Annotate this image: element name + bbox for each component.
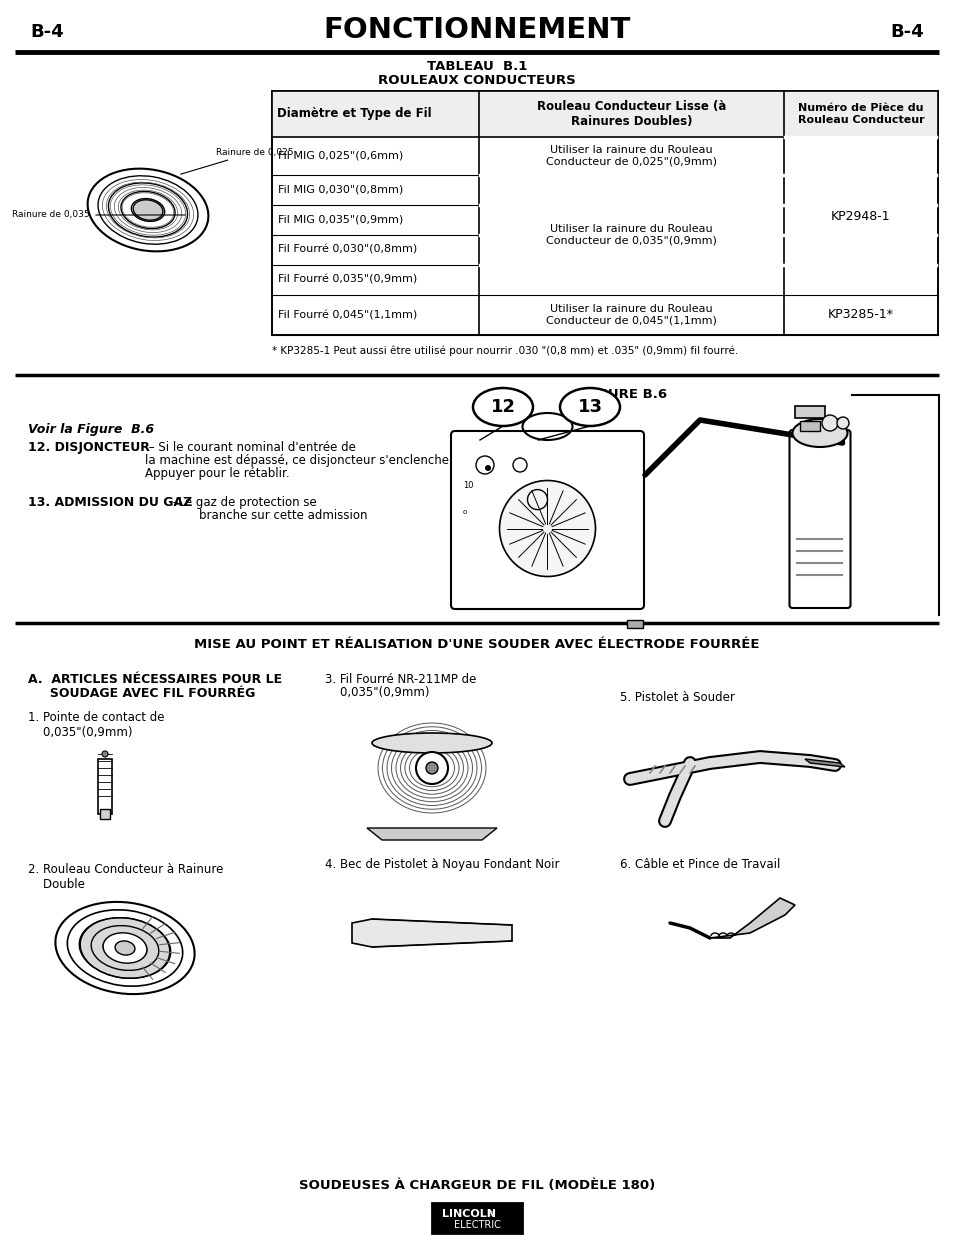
Text: Utiliser la rainure du Rouleau
Conducteur de 0,025"(0,9mm): Utiliser la rainure du Rouleau Conducteu… bbox=[545, 146, 717, 167]
Text: Fil MIG 0,035"(0,9mm): Fil MIG 0,035"(0,9mm) bbox=[277, 215, 403, 225]
Bar bbox=[800, 421, 820, 431]
Text: 1. Pointe de contact de
    0,035"(0,9mm): 1. Pointe de contact de 0,035"(0,9mm) bbox=[28, 711, 164, 739]
Ellipse shape bbox=[372, 734, 492, 753]
Text: 3. Fil Fourré NR-211MP de: 3. Fil Fourré NR-211MP de bbox=[325, 673, 476, 685]
Text: B-4: B-4 bbox=[30, 23, 64, 41]
Text: FONCTIONNEMENT: FONCTIONNEMENT bbox=[323, 16, 630, 44]
Text: MISE AU POINT ET RÉALISATION D'UNE SOUDER AVEC ÉLECTRODE FOURRÉE: MISE AU POINT ET RÉALISATION D'UNE SOUDE… bbox=[194, 638, 759, 652]
Ellipse shape bbox=[473, 388, 533, 426]
Bar bbox=[272, 91, 937, 137]
Circle shape bbox=[102, 751, 108, 757]
Text: FIGURE B.6: FIGURE B.6 bbox=[582, 389, 666, 401]
Text: 10: 10 bbox=[462, 482, 473, 490]
Bar bbox=[98, 760, 112, 814]
Text: ROULEAUX CONDUCTEURS: ROULEAUX CONDUCTEURS bbox=[377, 74, 576, 88]
Bar bbox=[432, 1203, 521, 1233]
Text: KP3285-1*: KP3285-1* bbox=[827, 309, 893, 321]
Bar bbox=[100, 809, 110, 819]
Polygon shape bbox=[804, 760, 844, 767]
Text: ®: ® bbox=[487, 1212, 494, 1218]
Text: Rainure de 0,035: Rainure de 0,035 bbox=[12, 210, 90, 220]
Text: 2. Rouleau Conducteur à Rainure
    Double: 2. Rouleau Conducteur à Rainure Double bbox=[28, 863, 223, 890]
FancyBboxPatch shape bbox=[789, 430, 850, 608]
Circle shape bbox=[484, 466, 491, 471]
Text: * KP3285-1 Peut aussi être utilisé pour nourrir .030 "(0,8 mm) et .035" (0,9mm) : * KP3285-1 Peut aussi être utilisé pour … bbox=[272, 346, 738, 356]
Ellipse shape bbox=[115, 941, 134, 955]
Polygon shape bbox=[352, 919, 512, 947]
Bar bbox=[626, 620, 642, 629]
Text: Utiliser la rainure du Rouleau
Conducteur de 0,035"(0,9mm): Utiliser la rainure du Rouleau Conducteu… bbox=[545, 225, 717, 246]
FancyBboxPatch shape bbox=[451, 431, 643, 609]
Ellipse shape bbox=[792, 419, 846, 447]
Circle shape bbox=[499, 480, 595, 577]
Text: 13: 13 bbox=[577, 398, 602, 416]
Circle shape bbox=[416, 752, 448, 784]
Text: Diamètre et Type de Fil: Diamètre et Type de Fil bbox=[276, 107, 431, 121]
Text: Utiliser la rainure du Rouleau
Conducteur de 0,045"(1,1mm): Utiliser la rainure du Rouleau Conducteu… bbox=[545, 304, 717, 326]
Ellipse shape bbox=[103, 932, 147, 963]
Text: Fil Fourré 0,035"(0,9mm): Fil Fourré 0,035"(0,9mm) bbox=[277, 275, 416, 285]
Text: TABLEAU  B.1: TABLEAU B.1 bbox=[426, 61, 527, 74]
Bar bbox=[794, 406, 824, 417]
Text: Voir la Figure  B.6: Voir la Figure B.6 bbox=[28, 424, 154, 436]
Text: Fil Fourré 0,030"(0,8mm): Fil Fourré 0,030"(0,8mm) bbox=[277, 245, 416, 254]
Polygon shape bbox=[367, 827, 497, 840]
Bar bbox=[272, 91, 937, 335]
Text: 13. ADMISSION DU GAZ: 13. ADMISSION DU GAZ bbox=[28, 496, 193, 509]
Text: 4. Bec de Pistolet à Noyau Fondant Noir: 4. Bec de Pistolet à Noyau Fondant Noir bbox=[325, 858, 558, 871]
Polygon shape bbox=[709, 898, 794, 939]
Circle shape bbox=[426, 762, 437, 774]
Text: A.  ARTICLES NÉCESSAIRES POUR LE: A. ARTICLES NÉCESSAIRES POUR LE bbox=[28, 673, 282, 685]
Text: 12: 12 bbox=[490, 398, 515, 416]
Text: la machine est dépassé, ce disjoncteur s'enclenche.: la machine est dépassé, ce disjoncteur s… bbox=[145, 454, 453, 467]
Text: o: o bbox=[462, 509, 467, 515]
Text: Rouleau Conducteur Lisse (à
Rainures Doubles): Rouleau Conducteur Lisse (à Rainures Dou… bbox=[537, 100, 725, 128]
Text: ELECTRIC: ELECTRIC bbox=[453, 1220, 500, 1230]
Text: – Si le courant nominal d'entrée de: – Si le courant nominal d'entrée de bbox=[145, 441, 355, 454]
Circle shape bbox=[836, 417, 848, 429]
Text: Appuyer pour le rétablir.: Appuyer pour le rétablir. bbox=[145, 467, 290, 480]
Ellipse shape bbox=[559, 388, 619, 426]
Text: 0,035"(0,9mm): 0,035"(0,9mm) bbox=[325, 685, 429, 699]
Text: KP2948-1: KP2948-1 bbox=[830, 210, 890, 222]
Ellipse shape bbox=[133, 200, 163, 220]
Circle shape bbox=[821, 415, 837, 431]
Text: LINCOLN: LINCOLN bbox=[441, 1209, 496, 1219]
Text: B-4: B-4 bbox=[889, 23, 923, 41]
Text: 12. DISJONCTEUR: 12. DISJONCTEUR bbox=[28, 441, 150, 454]
Text: Fil MIG 0,025"(0,6mm): Fil MIG 0,025"(0,6mm) bbox=[277, 151, 403, 161]
Text: Rainure de 0,025: Rainure de 0,025 bbox=[180, 147, 294, 174]
Text: Fil MIG 0,030"(0,8mm): Fil MIG 0,030"(0,8mm) bbox=[277, 185, 403, 195]
Text: SOUDEUSES À CHARGEUR DE FIL (MODÈLE 180): SOUDEUSES À CHARGEUR DE FIL (MODÈLE 180) bbox=[298, 1178, 655, 1192]
Text: Fil Fourré 0,045"(1,1mm): Fil Fourré 0,045"(1,1mm) bbox=[277, 310, 416, 320]
Text: 5. Pistolet à Souder: 5. Pistolet à Souder bbox=[619, 692, 734, 704]
Text: branche sur cette admission: branche sur cette admission bbox=[199, 509, 367, 522]
Text: Numéro de Pièce du
Rouleau Conducteur: Numéro de Pièce du Rouleau Conducteur bbox=[797, 104, 923, 125]
Ellipse shape bbox=[80, 918, 170, 978]
Text: 6. Câble et Pince de Travail: 6. Câble et Pince de Travail bbox=[619, 858, 780, 871]
Text: –Le gaz de protection se: –Le gaz de protection se bbox=[169, 496, 316, 509]
Text: SOUDAGE AVEC FIL FOURRÉG: SOUDAGE AVEC FIL FOURRÉG bbox=[28, 687, 255, 700]
